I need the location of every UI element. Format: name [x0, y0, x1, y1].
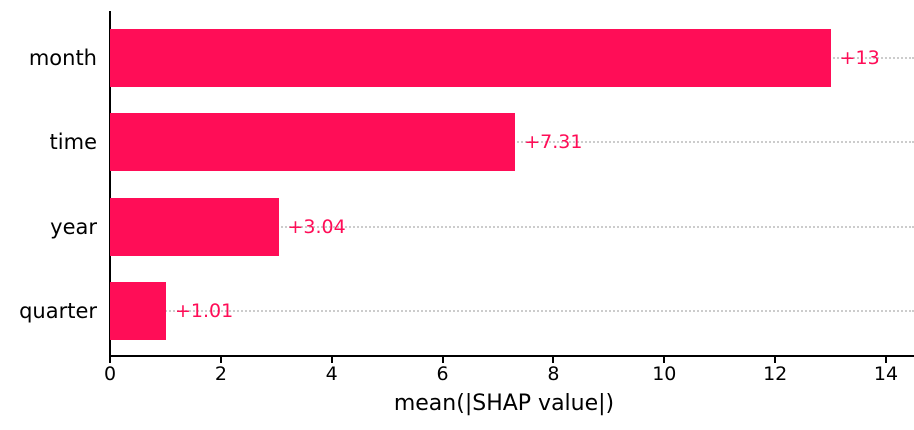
x-tick-label-0: 0 — [103, 363, 117, 385]
x-axis-line — [109, 355, 914, 357]
category-label-time: time — [49, 130, 97, 154]
x-tick-mark-12 — [774, 357, 777, 363]
bar-quarter — [110, 282, 166, 340]
x-tick-mark-0 — [109, 357, 111, 363]
bar-value-label-time: +7.31 — [524, 131, 583, 153]
x-tick-label-2: 2 — [214, 363, 227, 385]
bar-value-label-quarter: +1.01 — [174, 300, 234, 322]
x-tick-mark-10 — [663, 357, 666, 363]
x-tick-label-4: 4 — [325, 363, 338, 385]
x-tick-label-12: 12 — [763, 363, 788, 385]
y-axis-line — [109, 11, 111, 357]
dotted-gridline — [110, 226, 914, 228]
x-tick-mark-14 — [885, 357, 888, 363]
x-tick-mark-6 — [441, 357, 444, 363]
bar-value-label-month: +13 — [839, 47, 880, 69]
category-label-year: year — [50, 215, 97, 239]
dotted-gridline — [110, 310, 914, 312]
bar-year — [110, 198, 279, 256]
x-axis-title: mean(|SHAP value|) — [393, 391, 615, 416]
bar-time — [110, 113, 516, 171]
x-tick-mark-4 — [330, 357, 333, 363]
x-tick-label-10: 10 — [652, 363, 677, 385]
bar-value-label-year: +3.04 — [287, 216, 346, 238]
bar-month — [110, 29, 831, 87]
x-tick-label-6: 6 — [436, 363, 449, 385]
x-tick-mark-2 — [219, 357, 222, 363]
x-tick-label-8: 8 — [547, 363, 560, 385]
x-tick-label-14: 14 — [873, 363, 899, 385]
x-tick-mark-8 — [552, 357, 555, 363]
category-label-month: month — [28, 46, 97, 70]
category-label-quarter: quarter — [19, 299, 97, 323]
